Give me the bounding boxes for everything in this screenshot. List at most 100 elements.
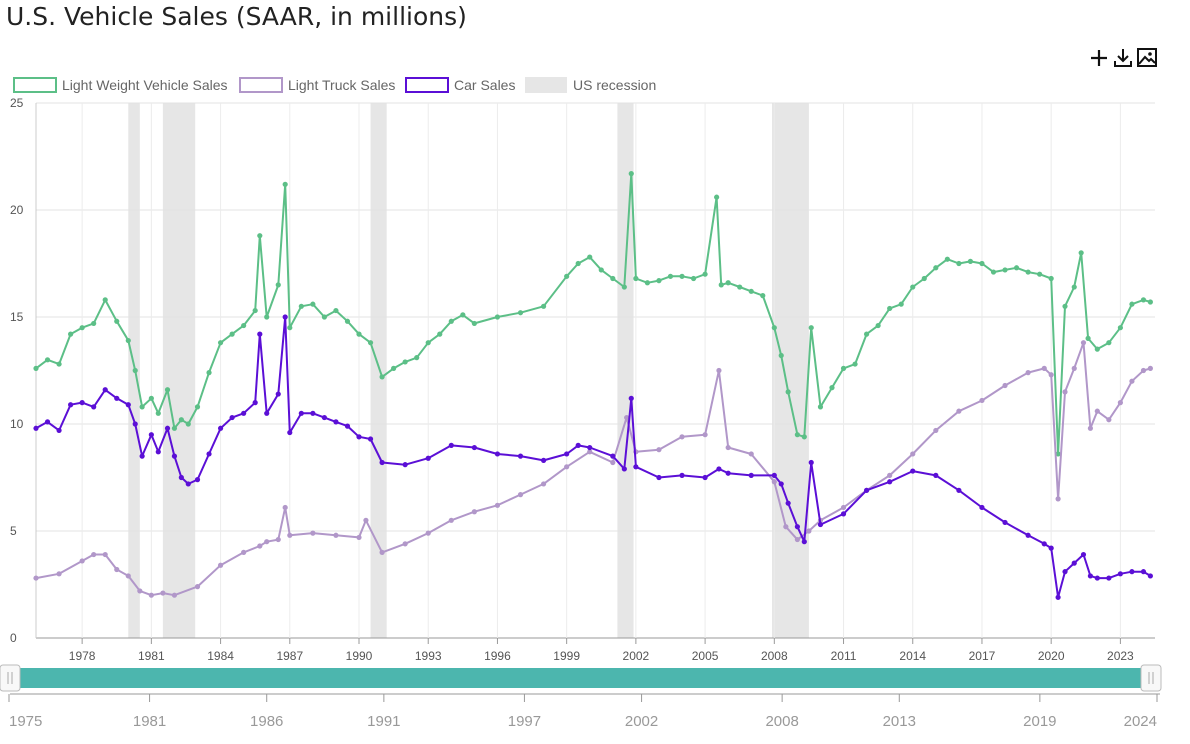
data-point[interactable] xyxy=(1055,594,1061,600)
data-point[interactable] xyxy=(139,453,145,459)
data-point[interactable] xyxy=(241,549,247,556)
data-point[interactable] xyxy=(282,314,288,320)
data-point[interactable] xyxy=(716,367,722,374)
data-point[interactable] xyxy=(679,472,685,478)
data-point[interactable] xyxy=(898,301,904,307)
data-point[interactable] xyxy=(1013,265,1020,271)
data-point[interactable] xyxy=(148,432,154,438)
data-point[interactable] xyxy=(310,530,316,536)
data-point[interactable] xyxy=(137,588,143,594)
data-point[interactable] xyxy=(471,320,477,327)
data-point[interactable] xyxy=(155,449,161,455)
data-point[interactable] xyxy=(944,256,950,262)
data-point[interactable] xyxy=(1140,297,1147,303)
data-point[interactable] xyxy=(257,543,263,549)
data-point[interactable] xyxy=(840,504,847,511)
data-point[interactable] xyxy=(667,273,674,279)
data-point[interactable] xyxy=(298,410,304,416)
data-point[interactable] xyxy=(44,357,51,363)
data-point[interactable] xyxy=(887,479,893,485)
data-point[interactable] xyxy=(252,307,258,314)
data-point[interactable] xyxy=(91,320,97,327)
data-point[interactable] xyxy=(114,566,120,573)
data-point[interactable] xyxy=(621,466,627,472)
data-point[interactable] xyxy=(1094,346,1100,352)
data-point[interactable] xyxy=(379,549,385,556)
data-point[interactable] xyxy=(760,293,766,299)
data-point[interactable] xyxy=(808,459,814,466)
data-point[interactable] xyxy=(56,571,62,577)
data-point[interactable] xyxy=(633,464,639,470)
data-point[interactable] xyxy=(264,314,270,320)
data-point[interactable] xyxy=(933,472,939,478)
data-point[interactable] xyxy=(275,282,281,288)
data-point[interactable] xyxy=(771,325,777,331)
data-point[interactable] xyxy=(194,404,201,410)
data-point[interactable] xyxy=(229,414,235,421)
data-point[interactable] xyxy=(241,322,247,329)
data-point[interactable] xyxy=(229,331,235,337)
data-point[interactable] xyxy=(778,352,784,359)
data-point[interactable] xyxy=(1048,372,1054,378)
data-point[interactable] xyxy=(1129,301,1135,307)
data-point[interactable] xyxy=(79,400,85,406)
data-point[interactable] xyxy=(517,492,524,498)
data-point[interactable] xyxy=(425,530,431,536)
data-point[interactable] xyxy=(217,562,224,568)
data-point[interactable] xyxy=(1062,569,1068,575)
data-point[interactable] xyxy=(718,282,724,288)
data-point[interactable] xyxy=(171,592,178,598)
data-point[interactable] xyxy=(624,414,630,421)
data-point[interactable] xyxy=(287,532,293,538)
data-point[interactable] xyxy=(610,453,616,459)
data-point[interactable] xyxy=(628,395,634,401)
data-point[interactable] xyxy=(1048,545,1054,551)
data-point[interactable] xyxy=(114,395,120,401)
data-point[interactable] xyxy=(1071,560,1077,566)
data-point[interactable] xyxy=(437,331,443,337)
data-point[interactable] xyxy=(356,434,362,440)
data-point[interactable] xyxy=(979,504,985,511)
data-point[interactable] xyxy=(363,517,369,523)
data-point[interactable] xyxy=(178,474,184,481)
data-point[interactable] xyxy=(252,400,258,406)
data-point[interactable] xyxy=(1080,551,1087,558)
data-point[interactable] xyxy=(748,288,754,294)
data-point[interactable] xyxy=(425,455,431,461)
data-point[interactable] xyxy=(33,575,39,581)
data-point[interactable] xyxy=(887,472,893,478)
data-point[interactable] xyxy=(852,361,858,367)
data-point[interactable] xyxy=(448,517,454,523)
data-point[interactable] xyxy=(1129,569,1135,575)
data-point[interactable] xyxy=(217,425,224,431)
data-point[interactable] xyxy=(714,194,720,200)
data-point[interactable] xyxy=(1094,408,1100,414)
data-point[interactable] xyxy=(840,511,847,517)
data-point[interactable] xyxy=(690,275,697,282)
data-point[interactable] xyxy=(1048,275,1054,282)
data-point[interactable] xyxy=(414,355,420,361)
data-point[interactable] xyxy=(517,310,524,316)
data-point[interactable] xyxy=(333,532,339,538)
data-point[interactable] xyxy=(1140,367,1147,374)
data-point[interactable] xyxy=(185,481,191,487)
data-point[interactable] xyxy=(139,404,145,410)
data-point[interactable] xyxy=(379,374,385,380)
data-point[interactable] xyxy=(1055,496,1061,502)
data-point[interactable] xyxy=(808,325,814,331)
data-point[interactable] xyxy=(102,297,108,303)
data-point[interactable] xyxy=(310,410,316,416)
data-point[interactable] xyxy=(1140,569,1147,575)
data-point[interactable] xyxy=(1002,519,1008,526)
legend-item-2[interactable]: Car Sales xyxy=(405,77,515,93)
data-point[interactable] xyxy=(933,427,939,434)
legend-item-0[interactable]: Light Weight Vehicle Sales xyxy=(13,77,228,93)
data-point[interactable] xyxy=(321,414,328,421)
data-point[interactable] xyxy=(1041,365,1047,371)
data-point[interactable] xyxy=(56,361,62,367)
data-point[interactable] xyxy=(621,284,627,290)
data-point[interactable] xyxy=(402,462,408,468)
data-point[interactable] xyxy=(402,541,408,547)
data-point[interactable] xyxy=(979,260,985,267)
data-point[interactable] xyxy=(910,451,916,457)
